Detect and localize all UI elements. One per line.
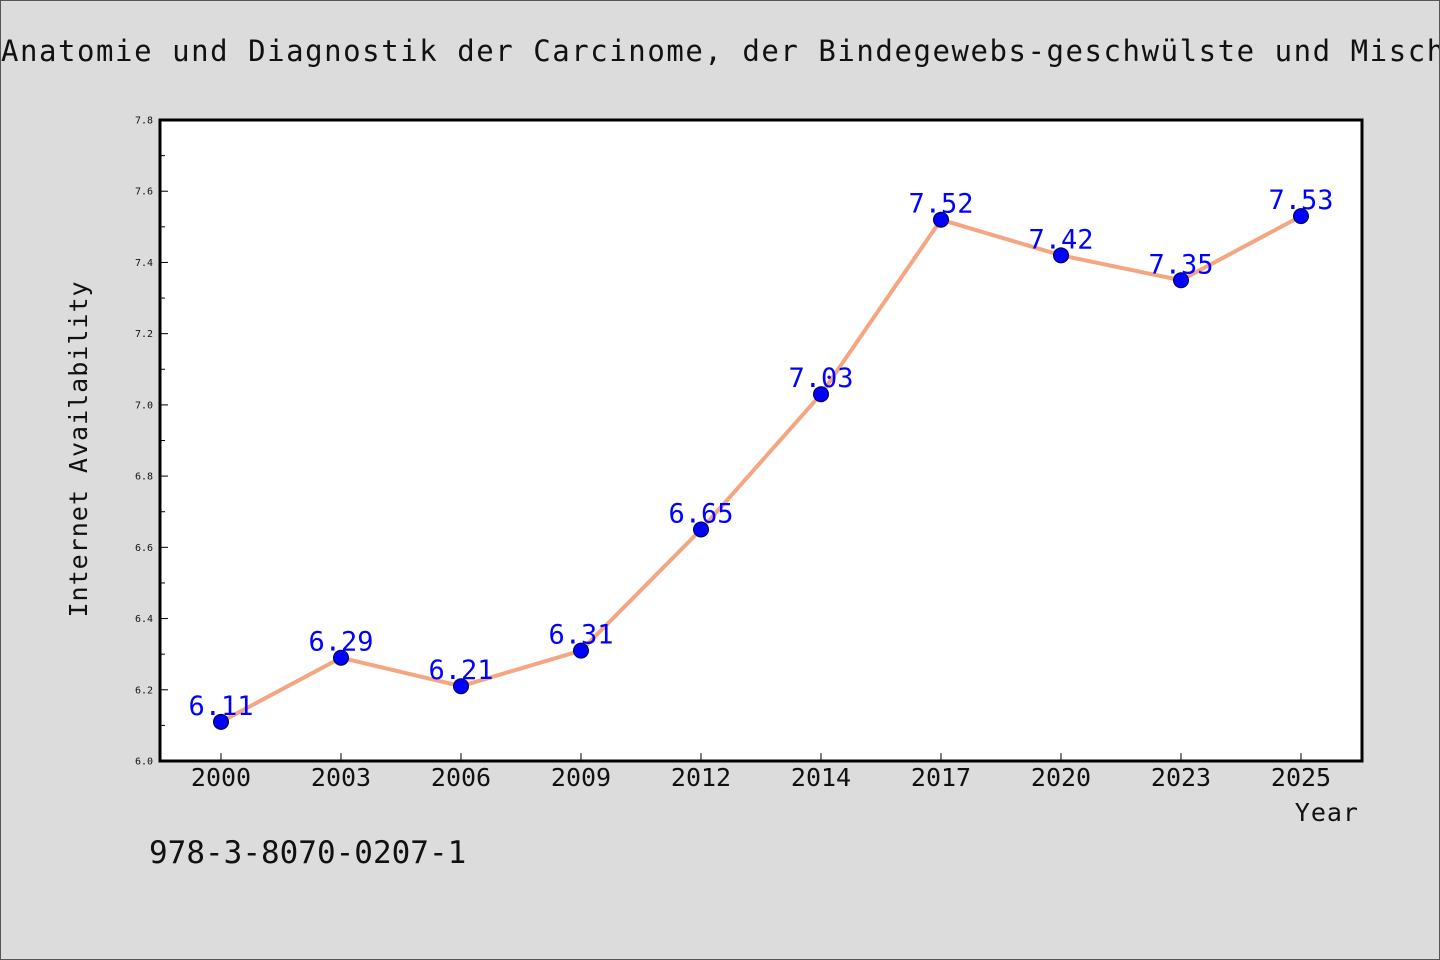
data-label: 6.21 [428,655,493,686]
y-tick-label: 7.8 [135,116,153,127]
data-label: 6.29 [308,627,373,658]
data-point [933,211,949,228]
y-tick-label: 6.8 [135,472,153,483]
x-tick-label: 2009 [551,763,611,792]
data-point [453,678,469,695]
y-tick-label: 6.4 [135,614,153,625]
data-point [333,649,349,666]
x-tick-label: 2014 [791,763,851,792]
x-tick-label: 2006 [431,763,491,792]
x-tick-label: 2025 [1271,763,1331,792]
data-point [1293,208,1309,225]
data-point [813,386,829,403]
y-tick-label: 7.4 [135,258,153,269]
x-tick-label: 2012 [671,763,731,792]
y-tick-label: 6.6 [135,543,153,554]
x-tick-label: 2017 [911,763,971,792]
y-tick-label: 7.6 [135,187,153,198]
data-point [573,642,589,659]
series-markers [213,208,1309,730]
data-label: 6.65 [668,499,733,530]
x-axis: 2000 2003 2006 2009 2012 2014 2017 2020 2023 2025 [191,753,1331,792]
data-label: 7.35 [1148,249,1213,280]
y-tick-label: 6.2 [135,685,153,696]
y-tick-label: 7.2 [135,329,153,340]
data-point [693,521,709,538]
data-point [1173,272,1189,289]
y-axis: 6.0 6.2 6.4 6.6 6.8 7.0 7.2 7.4 7.6 7.8 [135,116,168,768]
y-tick-label: 7.0 [135,400,153,411]
data-label: 6.31 [548,620,613,651]
chart-title: Anatomie und Diagnostik der Carcinome, d… [1,34,1439,68]
x-tick-label: 2023 [1151,763,1211,792]
data-labels: 6.11 6.29 6.21 6.31 6.65 7.03 7.52 7.42 7.35 7.53 [188,185,1333,722]
data-label: 6.11 [188,691,253,722]
data-point [1053,247,1069,264]
x-tick-label: 2000 [191,763,251,792]
x-tick-label: 2003 [311,763,371,792]
series-line [220,214,1302,724]
y-axis-label: Internet Availability [64,280,93,617]
isbn-text: 978-3-8070-0207-1 [149,835,467,871]
y-tick-label: 6.0 [135,757,153,768]
data-label: 7.53 [1268,185,1333,216]
data-label: 7.03 [788,363,853,394]
data-label: 7.42 [1028,224,1093,255]
plot-area [158,118,1364,763]
x-axis-label: Year [1295,798,1359,827]
x-tick-label: 2020 [1031,763,1091,792]
data-point [213,713,229,730]
data-label: 7.52 [908,189,973,220]
